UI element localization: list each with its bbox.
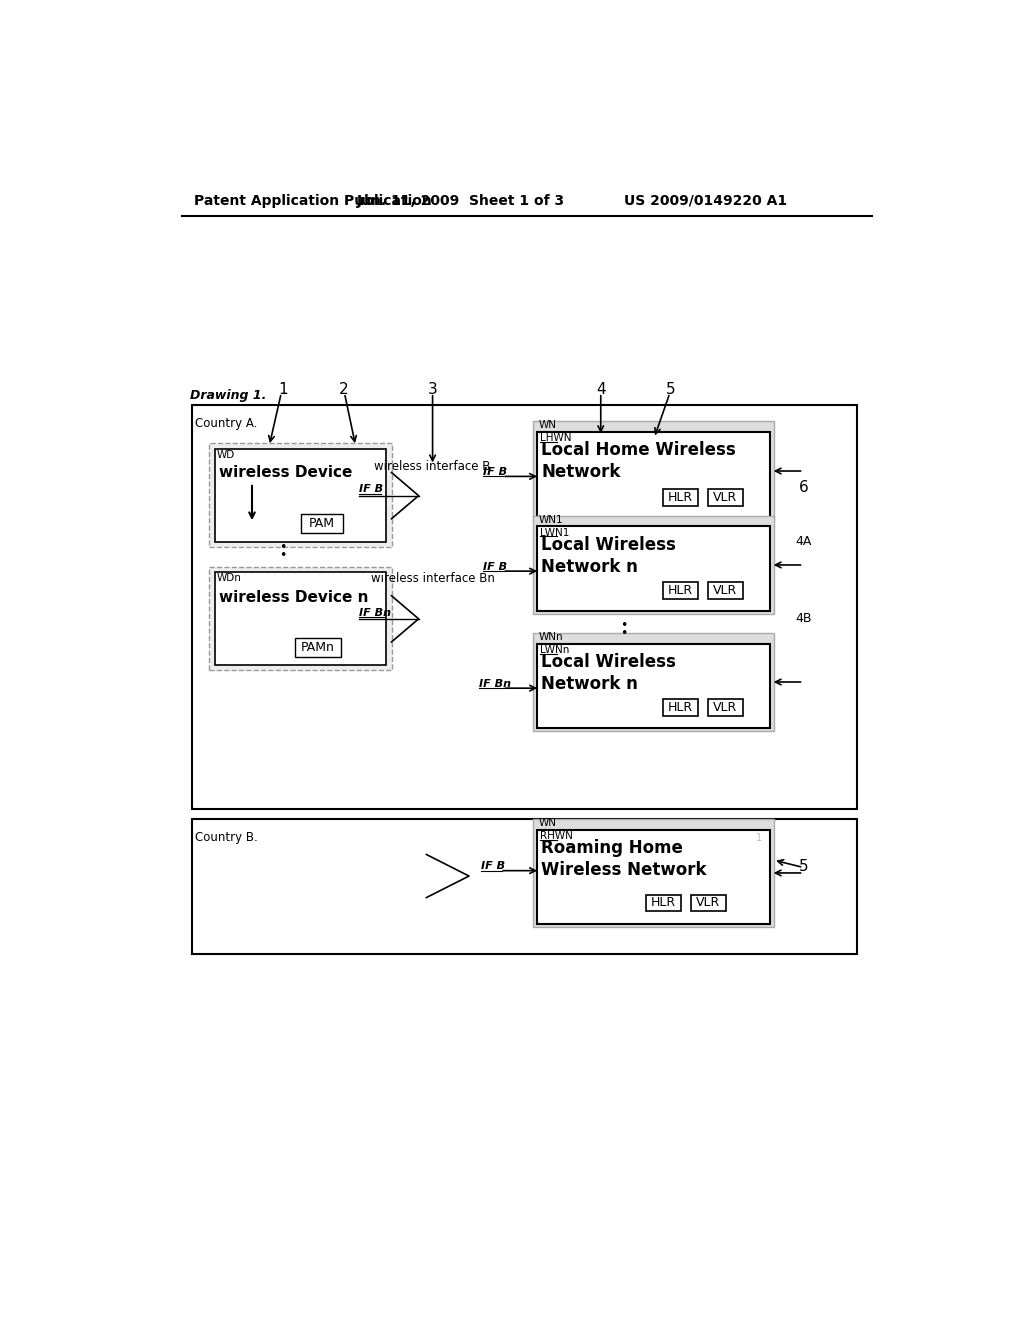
Text: IF Bn: IF Bn xyxy=(479,678,511,689)
Bar xyxy=(646,895,681,911)
Bar xyxy=(534,632,773,731)
Text: RHWN: RHWN xyxy=(540,832,572,841)
Text: 4: 4 xyxy=(596,381,605,397)
Bar xyxy=(215,572,386,665)
Text: PAM: PAM xyxy=(309,517,335,529)
Text: Drawing 1.: Drawing 1. xyxy=(190,389,266,403)
Bar xyxy=(538,527,770,611)
Text: 3: 3 xyxy=(428,381,437,397)
Text: VLR: VLR xyxy=(696,896,721,909)
Text: Country A.: Country A. xyxy=(195,417,257,430)
Text: 4B: 4B xyxy=(796,612,812,626)
Text: US 2009/0149220 A1: US 2009/0149220 A1 xyxy=(624,194,787,207)
Text: Network n: Network n xyxy=(541,557,638,576)
Text: •: • xyxy=(621,619,628,631)
Text: WNn: WNn xyxy=(539,632,563,642)
Text: IF B: IF B xyxy=(359,484,383,495)
Text: WN: WN xyxy=(539,420,557,430)
Bar xyxy=(534,421,773,521)
Text: WD: WD xyxy=(216,450,234,461)
Text: Patent Application Publication: Patent Application Publication xyxy=(194,194,432,207)
Text: •: • xyxy=(280,541,287,554)
Text: 2: 2 xyxy=(339,381,348,397)
Text: Network n: Network n xyxy=(541,675,638,693)
Text: wireless Device n: wireless Device n xyxy=(219,590,369,605)
Text: IF Bn: IF Bn xyxy=(359,607,391,618)
Text: IF B: IF B xyxy=(483,561,507,572)
Bar xyxy=(708,582,743,599)
Text: Network: Network xyxy=(541,463,621,480)
Text: HLR: HLR xyxy=(668,583,693,597)
Bar xyxy=(690,895,726,911)
Text: WN1: WN1 xyxy=(539,515,563,525)
Bar xyxy=(301,515,343,533)
Bar xyxy=(209,444,391,548)
Text: Local Wireless: Local Wireless xyxy=(541,536,676,554)
Bar xyxy=(538,432,770,517)
Text: Wireless Network: Wireless Network xyxy=(541,861,707,879)
Text: IF B: IF B xyxy=(480,861,505,871)
Text: Local Wireless: Local Wireless xyxy=(541,653,676,671)
Bar xyxy=(295,638,341,656)
Bar xyxy=(191,818,856,954)
Text: WDn: WDn xyxy=(216,573,242,583)
Text: VLR: VLR xyxy=(714,491,737,504)
Text: wireless interface Bn: wireless interface Bn xyxy=(371,572,495,585)
Text: VLR: VLR xyxy=(714,583,737,597)
Text: 6: 6 xyxy=(799,480,809,495)
Bar xyxy=(708,700,743,715)
Text: wireless interface B: wireless interface B xyxy=(375,459,490,473)
Text: LWNn: LWNn xyxy=(540,645,569,655)
Text: •: • xyxy=(621,627,628,640)
Text: HLR: HLR xyxy=(668,491,693,504)
Text: HLR: HLR xyxy=(651,896,676,909)
Text: Country B.: Country B. xyxy=(195,832,257,845)
Text: IF B: IF B xyxy=(483,467,507,477)
Bar xyxy=(538,644,770,729)
Text: Roaming Home: Roaming Home xyxy=(541,840,683,857)
Bar xyxy=(209,566,391,671)
Text: 5: 5 xyxy=(666,381,675,397)
Bar xyxy=(538,830,770,924)
Text: LHWN: LHWN xyxy=(540,433,571,444)
Text: 5: 5 xyxy=(799,859,809,874)
Text: 4A: 4A xyxy=(796,536,812,548)
Text: VLR: VLR xyxy=(714,701,737,714)
Text: wireless Device: wireless Device xyxy=(219,465,352,480)
Bar xyxy=(215,449,386,543)
Text: LWN1: LWN1 xyxy=(540,528,569,539)
Text: 1: 1 xyxy=(279,381,288,397)
Bar xyxy=(663,488,698,506)
Bar xyxy=(534,516,773,614)
Text: Local Home Wireless: Local Home Wireless xyxy=(541,441,736,459)
Text: 1: 1 xyxy=(756,833,762,843)
Bar xyxy=(708,488,743,506)
Bar xyxy=(663,582,698,599)
Text: WN: WN xyxy=(539,818,557,829)
Text: •: • xyxy=(280,549,287,562)
Bar xyxy=(534,818,773,927)
Bar xyxy=(663,700,698,715)
Text: HLR: HLR xyxy=(668,701,693,714)
Text: PAMn: PAMn xyxy=(301,640,335,653)
Bar xyxy=(191,405,856,809)
Text: Jun. 11, 2009  Sheet 1 of 3: Jun. 11, 2009 Sheet 1 of 3 xyxy=(357,194,565,207)
